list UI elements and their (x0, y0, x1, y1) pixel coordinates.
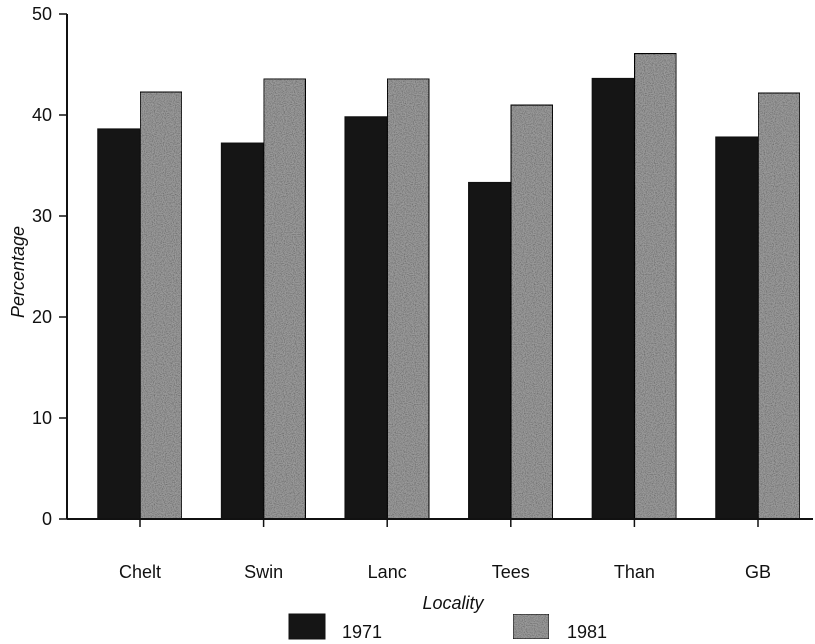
legend-swatch-1981 (512, 613, 550, 640)
x-axis-title: Locality (422, 593, 484, 613)
bar-1971-chelt (97, 128, 141, 520)
bars-group (97, 52, 801, 520)
bar-1981-lanc (386, 77, 430, 520)
bar-1981-tees (510, 104, 554, 520)
bar-1981-gb (757, 92, 801, 520)
axes-group (66, 14, 813, 520)
legend: 1971 1981 (288, 613, 607, 642)
bar-1981-than (633, 52, 678, 520)
x-tick-label: Swin (244, 562, 283, 582)
y-ticks-group: 0 10 20 30 40 50 (32, 4, 67, 529)
x-tick-label: Chelt (119, 562, 161, 582)
bar-1971-swin (220, 142, 265, 520)
y-tick-label: 0 (42, 509, 52, 529)
bar-1971-than (591, 77, 636, 520)
y-tick-label: 30 (32, 206, 52, 226)
bar-1971-lanc (344, 116, 388, 520)
y-tick-label: 40 (32, 105, 52, 125)
x-tick-label: Lanc (368, 562, 407, 582)
bar-1981-chelt (139, 91, 183, 520)
y-tick-label: 20 (32, 307, 52, 327)
x-ticks-group: Chelt Swin Lanc Tees Than GB (119, 519, 771, 582)
y-tick-label: 50 (32, 4, 52, 24)
x-tick-label: GB (745, 562, 771, 582)
legend-swatch-1971 (288, 613, 326, 640)
bar-1981-swin (262, 77, 307, 520)
legend-label-1971: 1971 (342, 622, 382, 642)
x-tick-label: Tees (492, 562, 530, 582)
bar-1971-gb (715, 136, 759, 520)
y-axis-title: Percentage (8, 226, 28, 318)
x-tick-label: Than (614, 562, 655, 582)
bar-1971-tees (468, 181, 512, 520)
y-tick-label: 10 (32, 408, 52, 428)
legend-label-1981: 1981 (567, 622, 607, 642)
